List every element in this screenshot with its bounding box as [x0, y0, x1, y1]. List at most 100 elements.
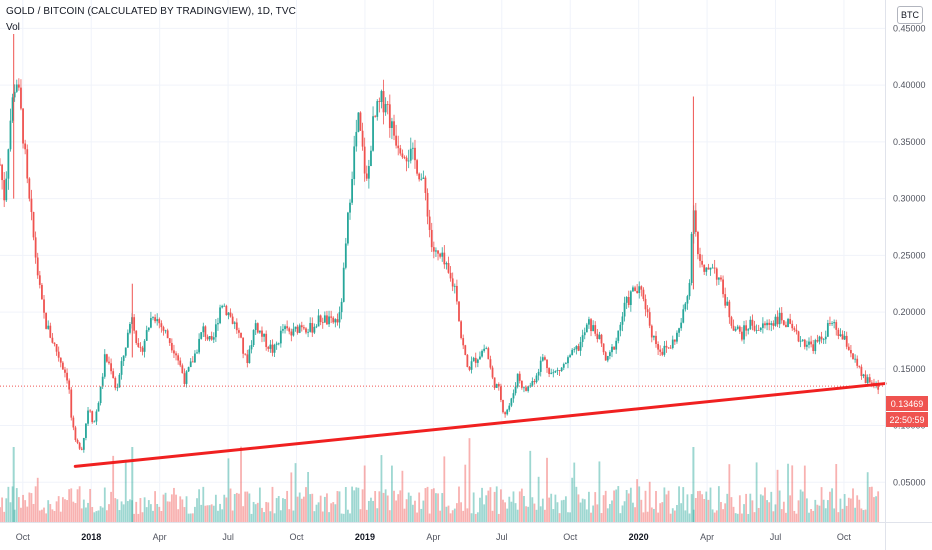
volume-bar [185, 496, 188, 522]
candle-body [489, 359, 492, 368]
volume-bar [713, 512, 716, 522]
volume-bar [564, 496, 567, 522]
candle-body [504, 412, 506, 415]
volume-bar [692, 447, 695, 522]
candle-body [694, 210, 697, 232]
volume-bar [546, 457, 548, 522]
volume-bar [64, 499, 66, 522]
volume-bar [302, 496, 305, 522]
volume-bar [839, 498, 842, 522]
candle-body [512, 393, 515, 399]
candle-body [441, 252, 444, 257]
volume-bar [313, 511, 316, 522]
volume-bar [198, 489, 201, 522]
candle-body [108, 361, 110, 364]
candle-body [317, 315, 320, 327]
volume-bar [455, 503, 458, 522]
volume-bar [393, 490, 395, 522]
volume-bar [116, 499, 119, 522]
candle-body [204, 326, 207, 337]
volume-bar [747, 513, 750, 522]
x-tick-label: Oct [563, 532, 578, 542]
volume-bar [311, 493, 314, 522]
volume-bar [32, 503, 35, 522]
candle-body [282, 329, 284, 331]
volume-bar [472, 492, 475, 522]
volume-bar [741, 513, 743, 522]
candle-body [229, 312, 232, 317]
candle-body [764, 323, 766, 326]
volume-bar [22, 494, 24, 522]
candle-body [277, 343, 280, 345]
volume-bar [527, 506, 530, 522]
volume-bar [135, 501, 138, 522]
candle-body [99, 386, 102, 404]
chart-overlay [0, 382, 887, 468]
volume-bar [761, 495, 764, 522]
candle-body [189, 361, 192, 368]
candle-body [657, 344, 659, 350]
candle-body [564, 363, 567, 365]
volume-bar [770, 491, 773, 522]
candle-body [263, 333, 265, 337]
volume-bar [143, 497, 146, 522]
support-trendline[interactable] [73, 382, 887, 468]
candle-body [437, 250, 439, 254]
volume-bar [43, 507, 45, 522]
candle-body [638, 286, 641, 293]
candle-body [72, 417, 75, 428]
volume-bar [3, 511, 6, 522]
volume-bar [292, 510, 295, 522]
volume-bar [206, 505, 209, 522]
volume-bar [208, 505, 211, 522]
candle-body [129, 323, 131, 333]
volume-bar [28, 492, 31, 522]
y-tick-label: 0.20000 [893, 307, 926, 317]
volume-bar [552, 509, 555, 522]
candlestick-series [0, 34, 880, 453]
candle-body [36, 257, 39, 276]
candle-body [707, 267, 710, 270]
volume-bar [757, 507, 760, 522]
candle-body [319, 315, 322, 322]
volume-bar [370, 497, 372, 522]
candle-body [191, 361, 194, 363]
candle-body [523, 387, 525, 389]
candle-body [856, 358, 859, 366]
volume-bar [271, 486, 274, 522]
volume-bar [250, 513, 253, 522]
volume-bar [267, 502, 270, 522]
candle-body [686, 296, 689, 304]
volume-bar [619, 513, 622, 522]
candle-body [653, 335, 655, 338]
candle-body [214, 324, 217, 338]
volume-bar [665, 494, 668, 522]
candle-body [816, 340, 819, 342]
candle-body [864, 374, 867, 383]
candle-body [175, 353, 177, 356]
currency-badge[interactable]: BTC [897, 6, 923, 24]
volume-bar [282, 498, 284, 522]
volume-bar [26, 506, 29, 522]
candle-body [577, 346, 580, 351]
candle-body [711, 267, 714, 269]
volume-bar [447, 505, 450, 522]
candle-body [749, 319, 752, 330]
candle-body [506, 409, 509, 415]
volume-bar [357, 487, 360, 522]
volume-bar [223, 494, 226, 522]
candle-body [458, 301, 460, 322]
candle-body [300, 325, 303, 328]
volume-bar [598, 461, 601, 522]
volume-bar [470, 513, 473, 522]
candle-body [51, 337, 54, 343]
y-tick-label: 0.05000 [893, 477, 926, 487]
volume-bar [183, 507, 186, 522]
volume-bar [487, 490, 490, 522]
volume-bar [485, 495, 488, 522]
candle-body [347, 212, 349, 244]
volume-indicator-label[interactable]: Vol [6, 22, 20, 33]
candle-body [307, 331, 309, 333]
volume-bar [646, 511, 649, 522]
